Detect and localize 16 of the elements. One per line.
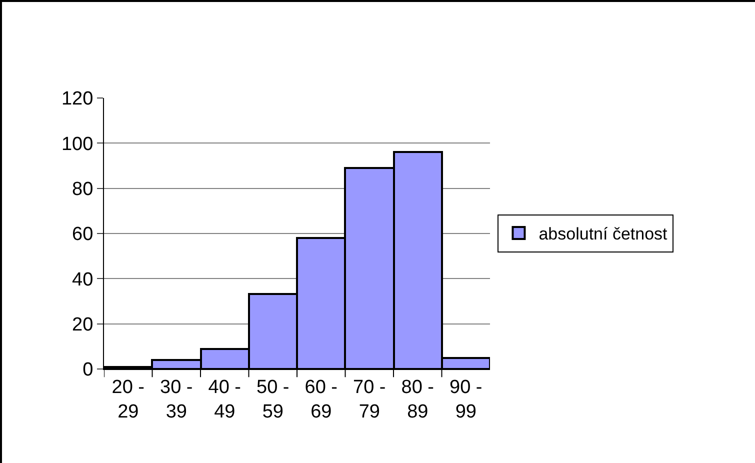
y-tick-label: 100: [61, 134, 94, 155]
x-tick-label: 20 - 29: [112, 376, 145, 422]
x-tick-label: 40 - 49: [208, 376, 242, 422]
y-tick-label: 60: [72, 224, 94, 246]
y-tick-label: 0: [82, 360, 94, 381]
x-tick-label: 60 - 69: [304, 376, 338, 422]
y-tick-label: 40: [72, 269, 94, 290]
y-tick-label: 120: [61, 88, 94, 110]
y-tick-label: 20: [72, 314, 94, 336]
x-tick-label: 80 - 89: [401, 376, 434, 422]
x-tick-label: 70 - 79: [353, 376, 386, 422]
legend-label: absolutní četnost: [538, 224, 668, 244]
x-tick-label: 90 - 99: [450, 376, 482, 422]
x-tick-label: 50 - 59: [256, 376, 290, 422]
x-tick-label: 30 - 39: [160, 376, 193, 422]
y-tick-label: 80: [72, 178, 94, 200]
